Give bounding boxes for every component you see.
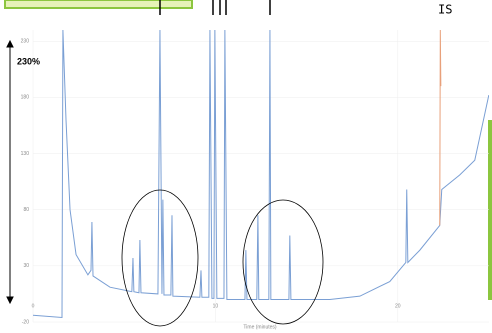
data-line <box>439 29 442 226</box>
highlight-ellipse <box>242 199 324 325</box>
y-tick-label: 130 <box>21 151 30 157</box>
marker-lines <box>159 0 271 15</box>
range-arrow <box>6 39 14 305</box>
y-tick-label: -20 <box>22 319 29 325</box>
highlight-box <box>4 0 193 9</box>
highlight-ellipse <box>121 189 199 327</box>
annotation: 230% <box>17 56 40 66</box>
data-line <box>33 29 489 319</box>
plot: -20308013018023001020 <box>21 29 489 325</box>
x-axis-label: Time (minutes) <box>243 324 276 330</box>
annotation: IS <box>438 3 452 17</box>
y-tick-label: 230 <box>21 39 30 45</box>
y-tick-label: 80 <box>23 207 29 213</box>
y-tick-label: 180 <box>21 95 30 101</box>
y-tick-label: 30 <box>23 263 29 269</box>
side-bar <box>488 120 492 300</box>
